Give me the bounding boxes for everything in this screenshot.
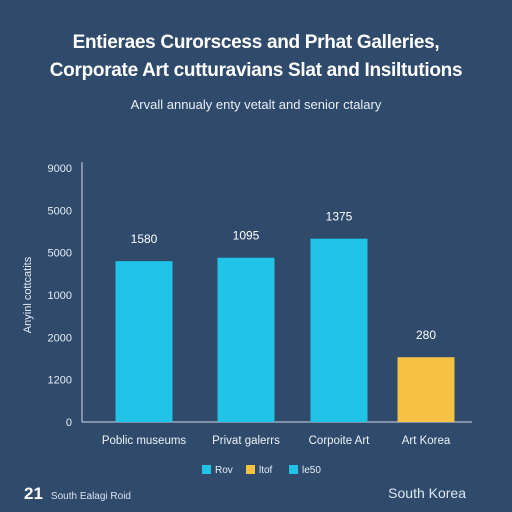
legend-label: ltof <box>259 465 273 476</box>
y-tick-label: 5000 <box>48 205 72 217</box>
legend-swatch <box>202 465 211 474</box>
footer-number: 21 <box>24 484 43 503</box>
bar <box>397 357 455 422</box>
x-category-label: Art Korea <box>402 435 451 447</box>
bar-value-label: 280 <box>416 328 436 342</box>
y-tick-label: 1000 <box>48 290 72 302</box>
chart-title-line1: Entieraes Curorscess and Prhat Galleries… <box>72 32 440 53</box>
y-tick-label: 2000 <box>48 332 72 344</box>
footer-left: 21 South Ealagi Roid <box>24 484 131 504</box>
legend-label: Rov <box>215 465 233 476</box>
bar-value-label: 1095 <box>233 229 260 243</box>
footer-left-text: South Ealagi Roid <box>50 491 131 502</box>
bar-value-label: 1375 <box>326 210 353 224</box>
y-tick-label: 9000 <box>48 163 72 175</box>
footer-region-label: South Korea <box>388 485 466 501</box>
y-axis-title: Anyinl cottcatits <box>22 256 34 333</box>
y-tick-label: 0 <box>66 417 72 429</box>
legend-swatch <box>246 465 255 474</box>
y-tick-label: 5000 <box>48 248 72 260</box>
chart-subtitle: Arvall annualy enty vetalt and senior ct… <box>130 97 382 112</box>
x-category-label: Poblic museums <box>102 435 187 447</box>
legend-swatch <box>289 465 298 474</box>
y-tick-label: 1200 <box>48 375 72 387</box>
legend-label: le50 <box>302 465 321 476</box>
chart-title-line2: Corporate Art cutturavians Slat and Insi… <box>49 60 463 81</box>
x-category-label: Privat galerrs <box>212 435 280 447</box>
bar <box>115 261 173 422</box>
bar <box>310 238 368 422</box>
x-category-label: Corpoite Art <box>309 435 371 447</box>
bar <box>217 257 275 422</box>
bar-value-label: 1580 <box>131 232 158 246</box>
